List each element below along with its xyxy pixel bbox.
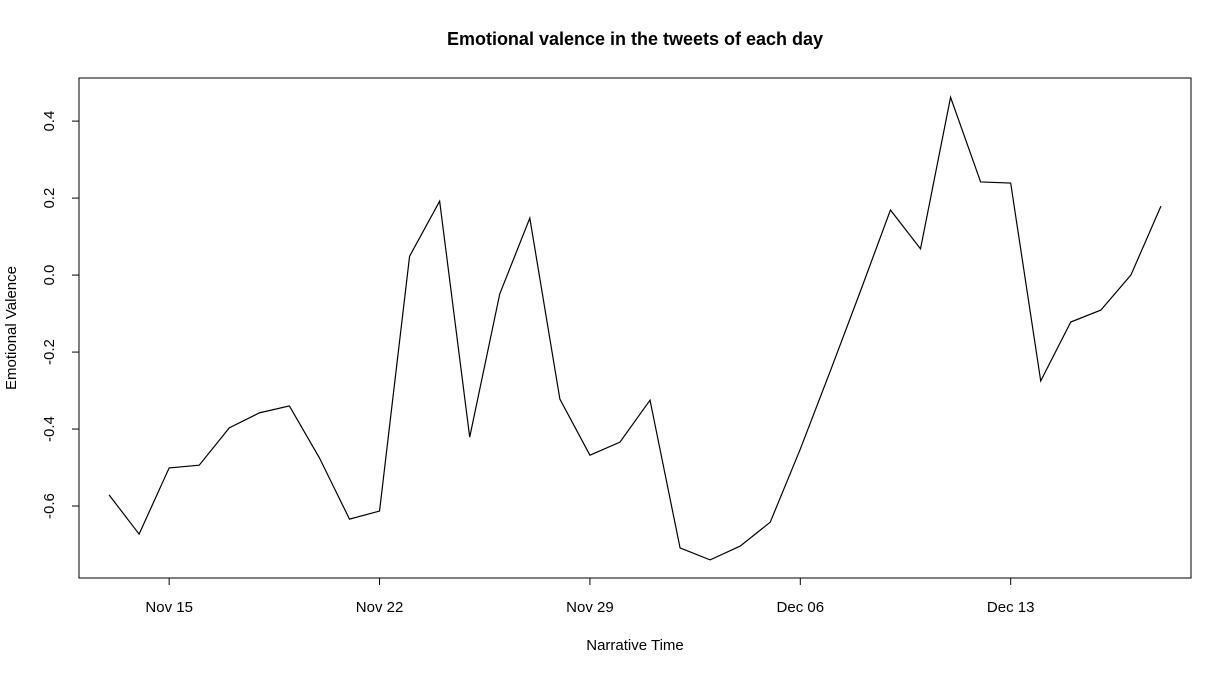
y-tick-label: 0.2: [41, 188, 58, 209]
x-tick-label: Nov 22: [356, 599, 404, 616]
line: [108, 94, 1162, 561]
y-axis-label: Emotional Valence: [3, 266, 20, 390]
y-tick-label: 0.0: [41, 265, 58, 286]
y-tick-label: -0.4: [41, 416, 58, 442]
x-tick-label: Nov 15: [145, 599, 193, 616]
y-tick-label: 0.4: [41, 111, 58, 132]
x-tick-label: Dec 06: [777, 599, 825, 616]
plot-frame: [78, 77, 1192, 579]
y-tick-label: -0.6: [41, 493, 58, 519]
chart-title: Emotional valence in the tweets of each …: [447, 29, 823, 49]
x-axis-label: Narrative Time: [586, 637, 684, 654]
y-tick-label: -0.2: [41, 339, 58, 365]
x-tick-label: Dec 13: [987, 599, 1035, 616]
x-tick-label: Nov 29: [566, 599, 614, 616]
